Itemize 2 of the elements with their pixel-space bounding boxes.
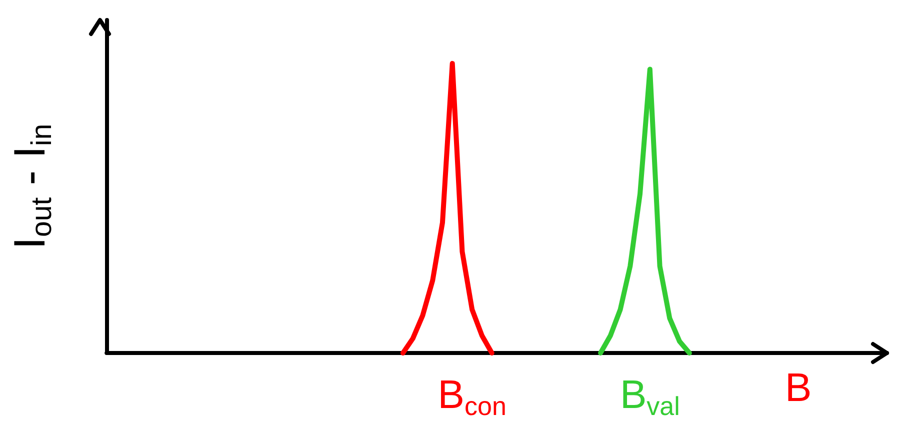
y-axis-title: Iout - Iin bbox=[6, 124, 58, 250]
x-axis-title: B bbox=[785, 366, 812, 410]
